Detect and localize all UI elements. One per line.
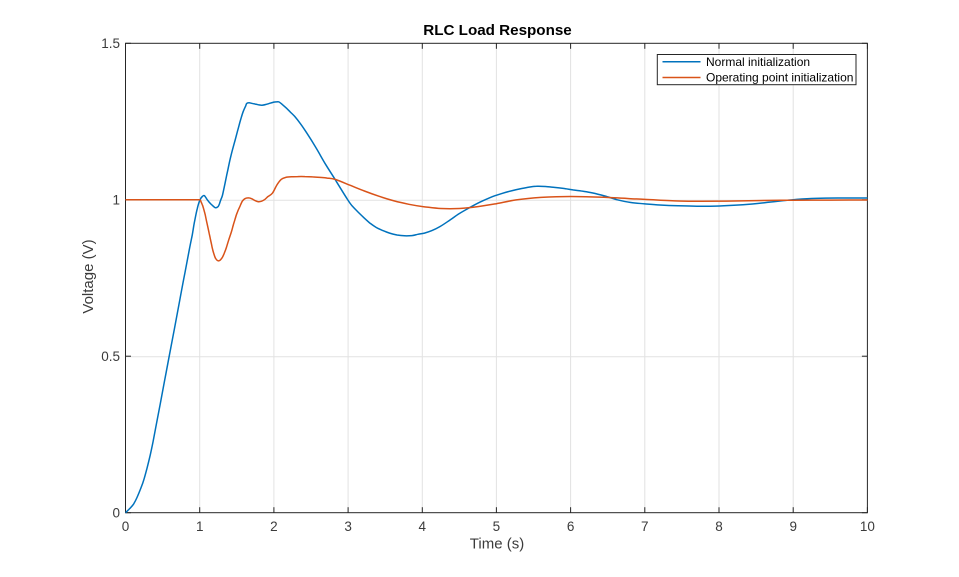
svg-text:0.5: 0.5: [101, 349, 120, 364]
svg-text:3: 3: [344, 519, 352, 534]
svg-text:0: 0: [122, 519, 130, 534]
svg-text:Operating point initialization: Operating point initialization: [706, 71, 853, 85]
svg-text:2: 2: [270, 519, 278, 534]
svg-text:RLC Load Response: RLC Load Response: [423, 22, 572, 39]
svg-text:4: 4: [419, 519, 427, 534]
svg-text:5: 5: [493, 519, 501, 534]
svg-text:Voltage (V): Voltage (V): [80, 239, 97, 313]
svg-text:0: 0: [112, 506, 120, 521]
svg-text:1.5: 1.5: [101, 36, 120, 51]
svg-text:6: 6: [567, 519, 575, 534]
svg-text:Time (s): Time (s): [470, 536, 524, 553]
svg-text:1: 1: [112, 193, 120, 208]
svg-text:7: 7: [641, 519, 649, 534]
svg-text:9: 9: [789, 519, 797, 534]
svg-text:8: 8: [715, 519, 723, 534]
svg-text:10: 10: [860, 519, 875, 534]
svg-text:1: 1: [196, 519, 204, 534]
svg-text:Normal initialization: Normal initialization: [706, 55, 810, 69]
